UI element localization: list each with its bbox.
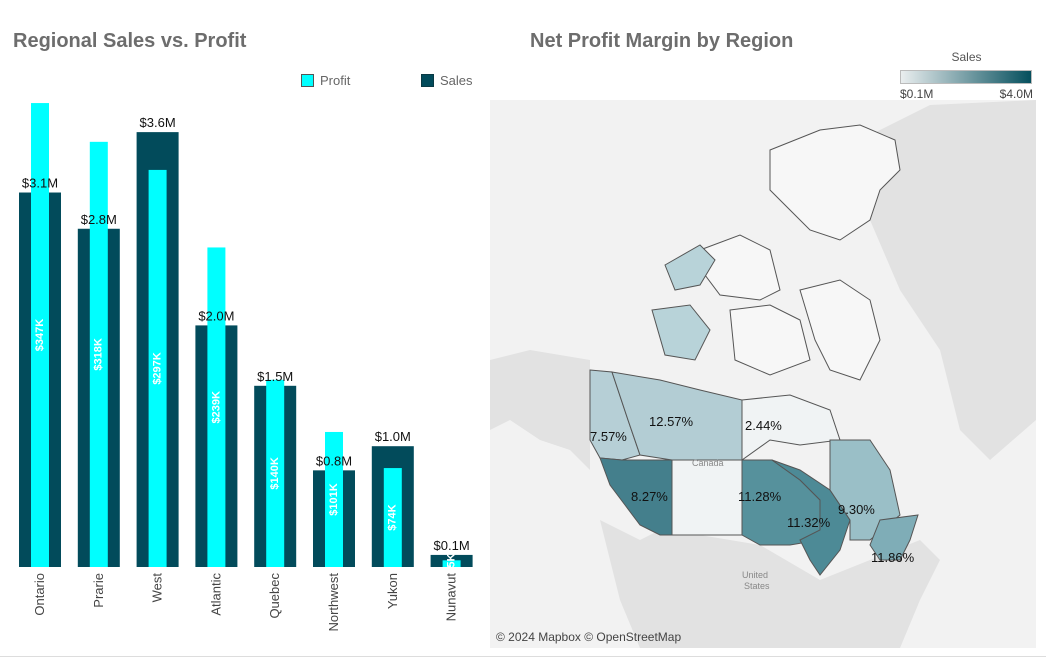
bar-chart-title: Regional Sales vs. Profit: [13, 30, 247, 52]
sales-label-nunavut: $0.1M: [434, 538, 470, 553]
color-legend-gradient: [900, 70, 1032, 84]
profit-bar-northwest[interactable]: [325, 431, 343, 567]
nw-islands-2: [651, 304, 711, 361]
x-tick-label-nunavut: Nunavut: [444, 573, 459, 622]
profit-label-yukon: $74K: [387, 504, 399, 530]
profit-bar-yukon[interactable]: [383, 468, 402, 567]
sales-label-west: $3.6M: [140, 115, 176, 130]
arctic-islands-3: [729, 304, 811, 376]
arctic-islands: [769, 124, 901, 241]
x-tick-label-quebec: Quebec: [267, 573, 282, 619]
map-label-ontario: 11.32%: [787, 515, 831, 530]
x-tick-label-atlantic: Atlantic: [208, 573, 223, 616]
nw-islands: [664, 244, 716, 291]
color-legend-max: $4.0M: [999, 87, 1033, 101]
color-legend-min: $0.1M: [900, 87, 934, 101]
profit-label-nunavut: $5K: [446, 554, 458, 574]
map-title: Net Profit Margin by Region: [530, 30, 794, 52]
x-tick-label-yukon: Yukon: [385, 573, 400, 609]
map-label-prarie: 11.28%: [738, 489, 782, 504]
profit-label-prarie: $318K: [93, 338, 105, 370]
sales-label-atlantic: $2.0M: [198, 308, 234, 323]
profit-label-northwest: $101K: [328, 483, 340, 515]
sales-label-yukon: $1.0M: [375, 429, 411, 444]
legend-sales[interactable]: Sales: [421, 73, 473, 88]
alaska-landmass: [490, 350, 590, 470]
map-country-label-canada: Canada: [692, 458, 724, 468]
map-label-yukon: 7.57%: [590, 429, 627, 444]
profit-bar-atlantic[interactable]: [207, 247, 226, 567]
map-label-quebec: 9.30%: [838, 502, 875, 517]
sales-label-ontario: $3.1M: [22, 176, 58, 191]
x-tick-label-prarie: Prarie: [91, 573, 106, 608]
x-tick-label-northwest: Northwest: [326, 573, 341, 632]
sales-color-legend[interactable]: Sales $0.1M $4.0M: [900, 50, 1033, 101]
region-prarie-white: [671, 459, 743, 536]
sales-label-prarie: $2.8M: [81, 212, 117, 227]
map-attribution: © 2024 Mapbox © OpenStreetMap: [496, 630, 682, 644]
color-legend-title: Sales: [951, 50, 982, 64]
region-nunavut: [741, 394, 841, 461]
x-tick-label-west: West: [150, 573, 165, 603]
map-label-west: 8.27%: [631, 489, 668, 504]
map-label-northwest: 12.57%: [649, 414, 694, 429]
sales-label-quebec: $1.5M: [257, 369, 293, 384]
profit-bar-prarie[interactable]: [89, 141, 108, 568]
profit-label-west: $297K: [152, 352, 164, 384]
profit-label-quebec: $140K: [269, 457, 281, 489]
map-label-nunavut: 2.44%: [745, 418, 782, 433]
greenland-landmass: [860, 100, 1036, 460]
map-country-label-states: States: [744, 581, 770, 591]
bottom-divider: [0, 656, 1046, 657]
legend-profit-label: Profit: [320, 73, 351, 88]
profit-bar-quebec[interactable]: [266, 379, 285, 567]
profit-label-atlantic: $239K: [210, 391, 222, 423]
region-west: [599, 457, 673, 536]
arctic-islands-2: [699, 234, 781, 301]
legend-profit-swatch: [301, 74, 314, 87]
region-ontario: [771, 459, 851, 576]
arctic-islands-4: [799, 279, 881, 381]
legend-profit[interactable]: Profit: [301, 73, 350, 88]
bar-chart: $3.1M $347K Ontario $2.8M $318K Prarie $3.6M $2…: [19, 103, 473, 632]
x-tick-label-ontario: Ontario: [32, 573, 47, 616]
map-canvas: [490, 100, 1036, 648]
profit-bar-nunavut[interactable]: [442, 560, 461, 567]
map-label-atlantic: 11.86%: [871, 550, 915, 565]
region-quebec: [829, 439, 901, 541]
map[interactable]: Canada United States 7.57% 12.57% 2.44% …: [490, 100, 1036, 648]
profit-bar-ontario[interactable]: [31, 103, 49, 567]
sales-label-northwest: $0.8M: [316, 453, 352, 468]
profit-label-ontario: $347K: [34, 319, 46, 351]
legend-sales-swatch: [421, 74, 434, 87]
usa-landmass: [600, 520, 940, 648]
profit-bar-west[interactable]: [148, 169, 167, 567]
map-country-label-united: United: [742, 570, 769, 580]
region-atlantic: [869, 514, 919, 561]
legend-sales-label: Sales: [440, 73, 473, 88]
